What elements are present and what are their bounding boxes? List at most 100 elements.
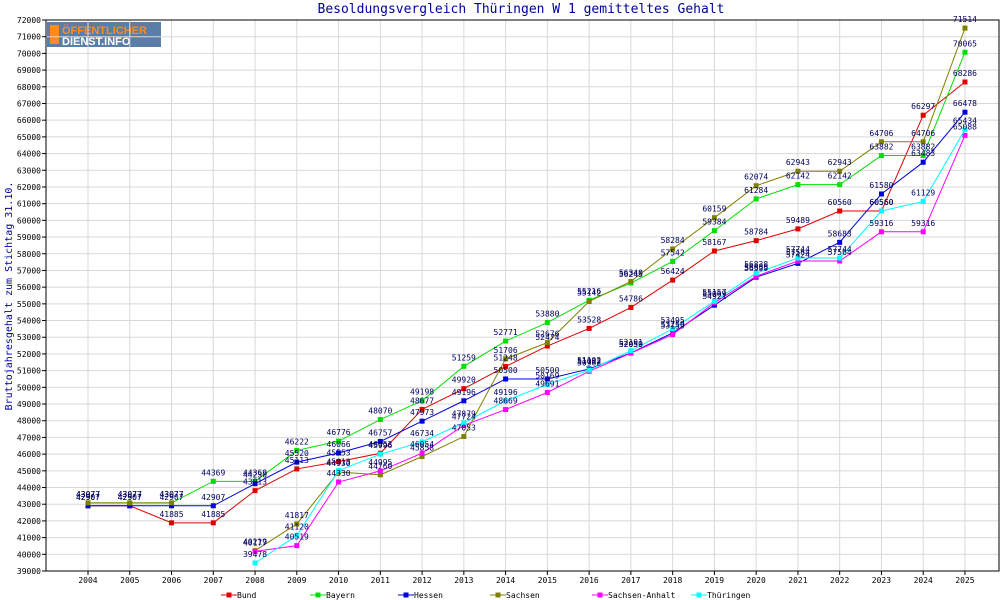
x-tick-label: 2007 xyxy=(204,576,223,585)
data-point xyxy=(127,503,133,509)
data-point xyxy=(461,363,467,369)
data-point xyxy=(753,270,759,276)
data-label: 61284 xyxy=(744,186,768,195)
data-label: 42907 xyxy=(76,493,100,502)
data-label: 62943 xyxy=(786,158,810,167)
data-point xyxy=(169,520,175,526)
x-tick-label: 2014 xyxy=(496,576,515,585)
data-point xyxy=(670,258,676,264)
y-tick-label: 68000 xyxy=(17,83,41,92)
series-line xyxy=(88,111,966,507)
data-point xyxy=(920,229,926,235)
data-label: 63882 xyxy=(869,143,893,152)
series-layer xyxy=(85,25,968,566)
data-point xyxy=(628,348,634,354)
data-label: 57744 xyxy=(786,245,810,254)
y-tick-label: 63000 xyxy=(17,166,41,175)
data-label: 49691 xyxy=(535,379,559,388)
data-point xyxy=(85,503,91,509)
data-point xyxy=(753,196,759,202)
data-point xyxy=(837,239,843,245)
data-label: 40219 xyxy=(243,538,267,547)
data-point xyxy=(711,298,717,304)
data-label: 44369 xyxy=(201,468,225,477)
data-point xyxy=(670,332,676,338)
y-tick-label: 60000 xyxy=(17,216,41,225)
data-label: 47053 xyxy=(452,424,476,433)
data-point xyxy=(795,255,801,261)
legend-item: Sachsen xyxy=(490,591,540,600)
data-label: 52191 xyxy=(619,338,643,347)
y-tick-label: 70000 xyxy=(17,49,41,58)
data-point xyxy=(461,422,467,428)
data-point xyxy=(753,273,759,279)
data-label: 71514 xyxy=(953,15,977,24)
data-label: 43077 xyxy=(76,490,100,499)
data-label: 65088 xyxy=(953,122,977,131)
x-tick-label: 2011 xyxy=(371,576,390,585)
data-label: 64706 xyxy=(869,129,893,138)
data-label: 57424 xyxy=(786,250,810,259)
data-point xyxy=(878,191,884,197)
data-point xyxy=(628,304,634,310)
data-point xyxy=(544,320,550,326)
y-tick-label: 41000 xyxy=(17,534,41,543)
data-label: 62074 xyxy=(744,173,768,182)
data-label: 44369 xyxy=(243,468,267,477)
data-label: 45113 xyxy=(285,456,309,465)
data-point xyxy=(419,453,425,459)
data-label: 49198 xyxy=(410,388,434,397)
y-tick-label: 71000 xyxy=(17,33,41,42)
logo-line1: ÖFFENTLICHER xyxy=(62,24,147,37)
data-point xyxy=(503,398,509,404)
data-point xyxy=(461,434,467,440)
data-label: 56424 xyxy=(661,267,685,276)
y-tick-label: 72000 xyxy=(17,16,41,25)
data-point xyxy=(962,79,968,85)
data-point xyxy=(169,500,175,506)
data-point xyxy=(962,109,968,115)
x-tick-label: 2006 xyxy=(162,576,181,585)
data-point xyxy=(336,450,342,456)
y-tick-label: 49000 xyxy=(17,400,41,409)
x-tick-label: 2015 xyxy=(538,576,557,585)
data-label: 57542 xyxy=(661,248,685,257)
grid xyxy=(46,19,999,572)
legend-marker xyxy=(597,592,603,598)
legend-item: Hessen xyxy=(398,591,443,600)
y-tick-label: 40000 xyxy=(17,550,41,559)
data-point xyxy=(920,153,926,159)
legend: Bund Bayern Hessen Sachsen Sachsen-Anhalt Thü… xyxy=(221,591,751,600)
data-label: 62943 xyxy=(828,158,852,167)
data-point xyxy=(169,503,175,509)
legend-item: Sachsen-Anhalt xyxy=(592,591,676,600)
y-tick-label: 43000 xyxy=(17,500,41,509)
data-label: 51706 xyxy=(494,346,518,355)
data-label: 52050 xyxy=(619,340,643,349)
data-point xyxy=(210,503,216,509)
data-label: 48677 xyxy=(410,396,434,405)
series-sachsen-anhalt xyxy=(252,132,968,554)
legend-marker xyxy=(403,592,409,598)
data-point xyxy=(336,468,342,474)
data-label: 44930 xyxy=(327,459,351,468)
data-label: 70065 xyxy=(953,39,977,48)
data-point xyxy=(461,386,467,392)
data-point xyxy=(503,407,509,413)
x-tick-label: 2023 xyxy=(872,576,891,585)
data-point xyxy=(962,132,968,138)
data-point xyxy=(419,439,425,445)
legend-item: Bund xyxy=(221,591,256,600)
data-label: 56245 xyxy=(619,270,643,279)
data-label: 52771 xyxy=(494,328,518,337)
data-label: 55157 xyxy=(702,288,726,297)
data-point xyxy=(294,521,300,527)
data-point xyxy=(670,277,676,283)
data-label: 45858 xyxy=(410,443,434,452)
data-label: 56340 xyxy=(619,268,643,277)
y-tick-label: 65000 xyxy=(17,133,41,142)
data-labels: 42907 42907 41885 41885 43813 45113 45553 46053… xyxy=(76,15,977,559)
data-label: 58167 xyxy=(702,238,726,247)
data-label: 45996 xyxy=(368,441,392,450)
y-tick-label: 39000 xyxy=(17,567,41,576)
